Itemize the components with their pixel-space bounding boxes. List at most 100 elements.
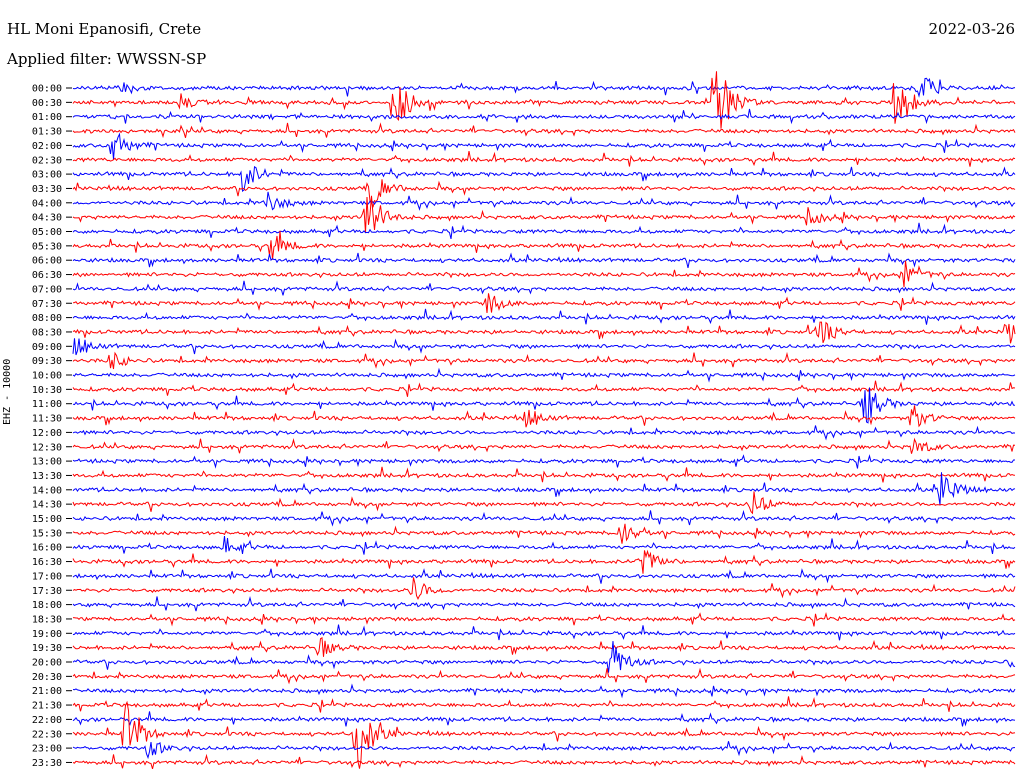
- filter-subtitle: Applied filter: WWSSN-SP: [7, 50, 207, 68]
- hour-tick-label: 05:30: [32, 241, 62, 252]
- trace-row-2300: [72, 741, 1015, 760]
- hour-tick-label: 12:00: [32, 428, 62, 439]
- hour-tick-label: 06:00: [32, 256, 62, 267]
- trace-row-2230: [72, 700, 1016, 769]
- hour-tick-label: 19:30: [32, 643, 62, 654]
- hour-tick-label: 17:00: [32, 571, 62, 582]
- hour-tick-label: 18:30: [32, 614, 62, 625]
- hour-tick-label: 13:00: [32, 457, 62, 468]
- hour-tick-label: 08:30: [32, 327, 62, 338]
- hour-tick-label: 20:00: [32, 658, 62, 669]
- trace-row-1130: [72, 405, 1016, 428]
- trace-row-1030: [72, 380, 1016, 397]
- trace-row-0130: [72, 122, 1016, 139]
- hour-tick-label: 19:00: [32, 629, 62, 640]
- trace-row-2000: [72, 641, 1016, 673]
- trace-row-0230: [72, 151, 1016, 167]
- trace-row-1400: [72, 472, 1016, 505]
- trace-row-0330: [72, 179, 1016, 208]
- hour-tick-label: 22:30: [32, 729, 62, 740]
- hour-tick-label: 20:30: [32, 672, 62, 683]
- hour-tick-label: 08:00: [32, 313, 62, 324]
- trace-row-1700: [72, 568, 1016, 584]
- trace-row-0500: [72, 222, 1016, 240]
- trace-row-0000: [72, 77, 1016, 98]
- hour-tick-label: 21:30: [32, 701, 62, 712]
- hour-tick-label: 15:30: [32, 528, 62, 539]
- hour-tick-label: 14:00: [32, 485, 62, 496]
- trace-row-1300: [72, 454, 1015, 469]
- trace-row-1600: [72, 535, 1016, 555]
- hour-tick-label: 10:00: [32, 371, 62, 382]
- hour-tick-label: 11:30: [32, 414, 62, 425]
- trace-row-0830: [72, 321, 1016, 344]
- station-title: HL Moni Epanosifi, Crete: [7, 20, 202, 38]
- hour-tick-label: 09:00: [32, 342, 62, 353]
- hour-tick-label: 05:00: [32, 227, 62, 238]
- trace-row-0300: [72, 165, 1016, 193]
- hour-tick-label: 04:30: [32, 213, 62, 224]
- trace-row-1930: [72, 636, 1016, 657]
- hour-tick-label: 02:00: [32, 141, 62, 152]
- trace-row-1500: [72, 509, 1016, 527]
- trace-row-1000: [72, 367, 1016, 383]
- trace-row-0200: [72, 132, 1016, 160]
- trace-row-1230: [72, 437, 1016, 454]
- trace-row-1900: [72, 624, 1016, 641]
- trace-row-0530: [72, 230, 1016, 260]
- hour-tick-label: 16:30: [32, 557, 62, 568]
- hour-tick-label: 18:00: [32, 600, 62, 611]
- trace-row-0100: [72, 108, 1016, 125]
- hour-tick-label: 14:30: [32, 500, 62, 511]
- hour-tick-label: 07:30: [32, 299, 62, 310]
- trace-row-2030: [72, 667, 1016, 685]
- trace-row-0430: [72, 195, 1016, 233]
- hour-tick-label: 02:30: [32, 155, 62, 166]
- trace-row-1530: [72, 523, 1016, 544]
- hour-tick-label: 17:30: [32, 586, 62, 597]
- trace-row-0630: [72, 260, 1016, 288]
- hour-tick-label: 00:00: [32, 84, 62, 95]
- trace-row-1330: [72, 466, 1016, 483]
- hour-tick-label: 01:30: [32, 127, 62, 138]
- hour-tick-label: 13:30: [32, 471, 62, 482]
- trace-row-0400: [72, 191, 1016, 211]
- hour-tick-label: 23:00: [32, 744, 62, 755]
- trace-row-0800: [72, 308, 1016, 325]
- hour-tick-label: 22:00: [32, 715, 62, 726]
- hour-tick-label: 00:30: [32, 98, 62, 109]
- trace-row-1730: [72, 577, 1016, 600]
- trace-row-1800: [72, 595, 1016, 612]
- hour-tick-label: 23:30: [32, 758, 62, 769]
- trace-row-0600: [72, 252, 1016, 269]
- hour-tick-label: 06:30: [32, 270, 62, 281]
- hour-tick-label: 09:30: [32, 356, 62, 367]
- trace-row-2130: [72, 696, 1016, 713]
- trace-row-0930: [72, 351, 1016, 370]
- hour-tick-label: 03:00: [32, 170, 62, 181]
- trace-row-2200: [72, 711, 1016, 727]
- trace-row-0700: [72, 280, 1016, 296]
- hour-tick-label: 12:30: [32, 442, 62, 453]
- trace-row-0030: [72, 71, 1016, 129]
- hour-tick-label: 07:00: [32, 284, 62, 295]
- hour-tick-label: 01:00: [32, 112, 62, 123]
- hour-tick-label: 03:30: [32, 184, 62, 195]
- hour-tick-label: 21:00: [32, 686, 62, 697]
- trace-row-1630: [72, 549, 1016, 574]
- hour-tick-label: 15:00: [32, 514, 62, 525]
- trace-row-0730: [72, 293, 1016, 314]
- trace-row-1830: [72, 611, 1016, 627]
- trace-row-1430: [72, 491, 1016, 515]
- trace-row-0900: [72, 338, 1016, 356]
- hour-tick-label: 10:30: [32, 385, 62, 396]
- hour-tick-label: 11:00: [32, 399, 62, 410]
- hour-tick-label: 16:00: [32, 543, 62, 554]
- trace-row-1100: [72, 387, 1016, 424]
- hour-tick-label: 04:00: [32, 198, 62, 209]
- trace-row-2100: [72, 683, 1016, 699]
- date-label: 2022-03-26: [928, 20, 1015, 38]
- trace-row-1200: [72, 425, 1016, 441]
- trace-row-2330: [72, 753, 1016, 770]
